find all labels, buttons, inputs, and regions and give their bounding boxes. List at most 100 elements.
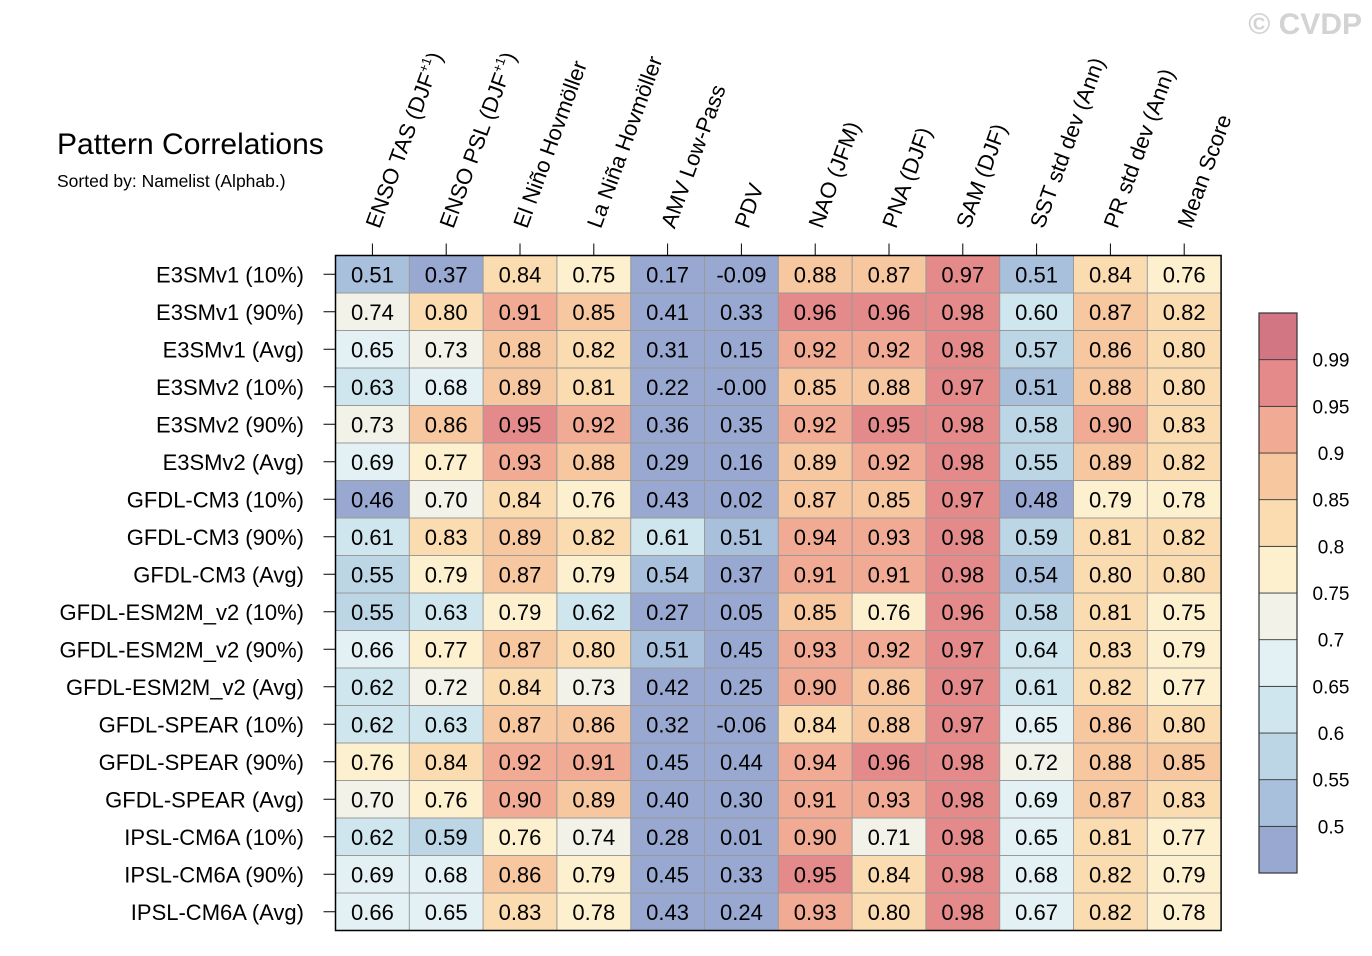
heatmap-cell: [630, 593, 705, 631]
heatmap-cell: [630, 780, 705, 818]
colorbar-swatch: [1258, 359, 1298, 407]
cell-value-label: 0.83: [1163, 412, 1206, 437]
cell-value-label: 0.40: [646, 787, 689, 812]
heatmap-cell: [1147, 593, 1222, 631]
cell-value-label: 0.87: [868, 262, 911, 287]
heatmap-cell: [409, 743, 484, 781]
cell-value-label: 0.91: [499, 300, 542, 325]
heatmap-cell: [704, 293, 779, 331]
cell-value-label: 0.93: [499, 450, 542, 475]
cell-value-label: 0.15: [720, 337, 763, 362]
cell-value-label: 0.80: [1163, 337, 1206, 362]
cell-value-label: 0.87: [499, 637, 542, 662]
cell-value-label: 0.82: [1089, 675, 1132, 700]
watermark: © CVDP: [1248, 8, 1362, 41]
heatmap-cell: [852, 855, 926, 893]
heatmap-cell: [335, 555, 410, 593]
heatmap-cell: [1147, 893, 1222, 931]
cell-value-label: 0.80: [425, 300, 468, 325]
heatmap-cell: [630, 855, 705, 893]
heatmap-cell: [556, 293, 631, 331]
cell-value-label: 0.78: [1163, 900, 1206, 925]
cell-value-label: 0.98: [941, 300, 984, 325]
cell-value-label: -0.00: [716, 375, 766, 400]
cell-value-label: 0.85: [868, 487, 911, 512]
cell-value-label: 0.62: [351, 712, 394, 737]
heatmap-cell: [483, 518, 557, 556]
cell-value-label: 0.78: [572, 900, 615, 925]
heatmap-cell: [556, 518, 631, 556]
heatmap-cell: [1147, 405, 1222, 443]
heatmap-cell: [1147, 705, 1222, 743]
heatmap-cell: [483, 893, 557, 931]
cell-value-label: 0.97: [941, 487, 984, 512]
heatmap-cell: [704, 705, 779, 743]
heatmap-cell: [335, 743, 410, 781]
chart-title: Pattern Correlations: [57, 128, 324, 161]
heatmap-cell: [925, 330, 1000, 368]
heatmap-cell: [556, 405, 631, 443]
heatmap-cell: [335, 780, 410, 818]
heatmap-cell: [1073, 855, 1148, 893]
cell-value-label: 0.67: [1015, 900, 1058, 925]
cell-value-label: 0.76: [351, 750, 394, 775]
cell-value-label: 0.80: [1163, 375, 1206, 400]
heatmap-cell: [630, 255, 705, 293]
cell-value-label: 0.90: [1089, 412, 1132, 437]
heatmap-cell: [999, 330, 1074, 368]
heatmap-cell: [1147, 743, 1222, 781]
heatmap-cell: [704, 893, 779, 931]
cell-value-label: 0.98: [941, 562, 984, 587]
heatmap-cell: [999, 855, 1074, 893]
cell-value-label: 0.94: [794, 750, 837, 775]
column-labels: ENSO TAS (DJF+1)ENSO PSL (DJF+1)El Niño …: [361, 49, 1236, 256]
cell-value-label: 0.79: [1163, 862, 1206, 887]
cell-value-label: 0.98: [941, 825, 984, 850]
cell-value-label: 0.30: [720, 787, 763, 812]
heatmap-cell: [483, 630, 557, 668]
heatmap-cell: [1147, 818, 1222, 856]
heatmap-cell: [852, 480, 926, 518]
cell-value-label: 0.88: [499, 337, 542, 362]
row-label: GFDL-SPEAR (90%): [99, 750, 304, 775]
heatmap-cell: [483, 405, 557, 443]
cell-value-label: 0.37: [425, 262, 468, 287]
heatmap-cell: [1147, 855, 1222, 893]
heatmap-cell: [630, 368, 705, 406]
cell-value-label: 0.25: [720, 675, 763, 700]
heatmap-cell: [852, 818, 926, 856]
row-label: IPSL-CM6A (10%): [124, 825, 304, 850]
heatmap-cell: [1073, 630, 1148, 668]
heatmap-cell: [852, 330, 926, 368]
heatmap-cell: [999, 630, 1074, 668]
heatmap-cell: [704, 368, 779, 406]
cell-value-label: 0.65: [425, 900, 468, 925]
cell-value-label: 0.88: [868, 375, 911, 400]
heatmap-cell: [852, 593, 926, 631]
cell-value-label: 0.96: [868, 300, 911, 325]
cell-value-label: 0.72: [1015, 750, 1058, 775]
row-label: GFDL-ESM2M_v2 (10%): [59, 600, 304, 625]
row-label: E3SMv2 (10%): [156, 375, 304, 400]
cell-value-label: 0.95: [499, 412, 542, 437]
cell-value-label: 0.75: [572, 262, 615, 287]
row-label: E3SMv1 (90%): [156, 300, 304, 325]
cell-value-label: 0.87: [1089, 787, 1132, 812]
heatmap-cell: [630, 705, 705, 743]
heatmap-cell: [1147, 668, 1222, 706]
heatmap-cell: [704, 630, 779, 668]
cell-value-label: 0.92: [868, 450, 911, 475]
cell-value-label: 0.69: [1015, 787, 1058, 812]
cell-value-label: 0.69: [351, 862, 394, 887]
heatmap-cell: [335, 443, 410, 481]
colorbar-swatch: [1258, 452, 1298, 501]
heatmap-cell: [483, 555, 557, 593]
cell-value-label: 0.51: [1015, 375, 1058, 400]
cell-value-label: 0.33: [720, 862, 763, 887]
heatmap-cell: [778, 293, 853, 331]
colorbar-swatch: [1258, 779, 1298, 827]
heatmap-cell: [335, 668, 410, 706]
heatmap-cell: [630, 743, 705, 781]
heatmap-cell: [630, 555, 705, 593]
